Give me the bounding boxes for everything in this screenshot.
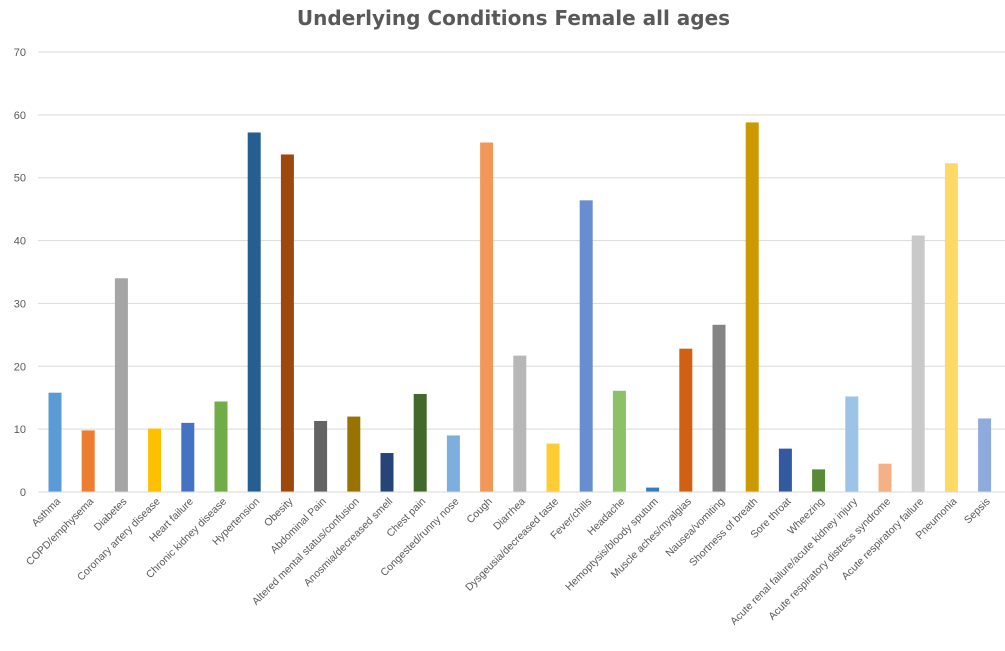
bar-17 — [612, 390, 626, 492]
bar-28 — [978, 418, 992, 492]
bar-25 — [878, 463, 892, 492]
y-tick-label: 60 — [14, 110, 26, 122]
bar-12 — [446, 435, 460, 492]
y-tick-label: 30 — [14, 298, 26, 310]
bar-26 — [911, 235, 925, 493]
bar-14 — [513, 355, 527, 492]
y-tick-label: 20 — [14, 361, 26, 373]
x-tick-label: Acute respiratory distress syndrome — [766, 496, 893, 623]
bar-11 — [413, 393, 427, 492]
bar-16 — [579, 200, 593, 493]
bar-7 — [280, 154, 294, 492]
bar-18 — [646, 487, 660, 492]
x-tick-label: Nausea/vomiting — [663, 496, 727, 560]
y-tick-label: 40 — [14, 236, 26, 248]
x-tick-label: Sepsis — [962, 496, 993, 527]
bar-20 — [712, 324, 726, 492]
bar-8 — [314, 420, 328, 492]
chart-title: Underlying Conditions Female all ages — [296, 6, 731, 30]
bar-13 — [480, 142, 494, 492]
bar-15 — [546, 443, 560, 492]
bar-27 — [944, 163, 958, 492]
y-tick-label: 70 — [14, 47, 26, 59]
bar-3 — [148, 428, 162, 492]
bar-2 — [114, 278, 128, 492]
bar-24 — [845, 396, 859, 492]
bar-1 — [81, 430, 95, 492]
bars — [48, 122, 992, 493]
x-tick-label: Cough — [464, 496, 494, 526]
bar-10 — [380, 453, 394, 492]
bar-5 — [214, 401, 228, 492]
bar-22 — [778, 448, 792, 492]
bar-9 — [347, 416, 361, 492]
bar-21 — [745, 122, 759, 493]
y-axis-tick-labels: 0 10 20 30 40 50 60 70 — [14, 47, 26, 499]
bar-4 — [181, 422, 195, 492]
bar-0 — [48, 392, 62, 492]
y-tick-label: 0 — [20, 487, 26, 499]
y-tick-label: 50 — [14, 173, 26, 185]
y-tick-label: 10 — [14, 424, 26, 436]
bar-19 — [679, 348, 693, 492]
bar-23 — [812, 469, 826, 492]
bar-6 — [247, 132, 261, 492]
